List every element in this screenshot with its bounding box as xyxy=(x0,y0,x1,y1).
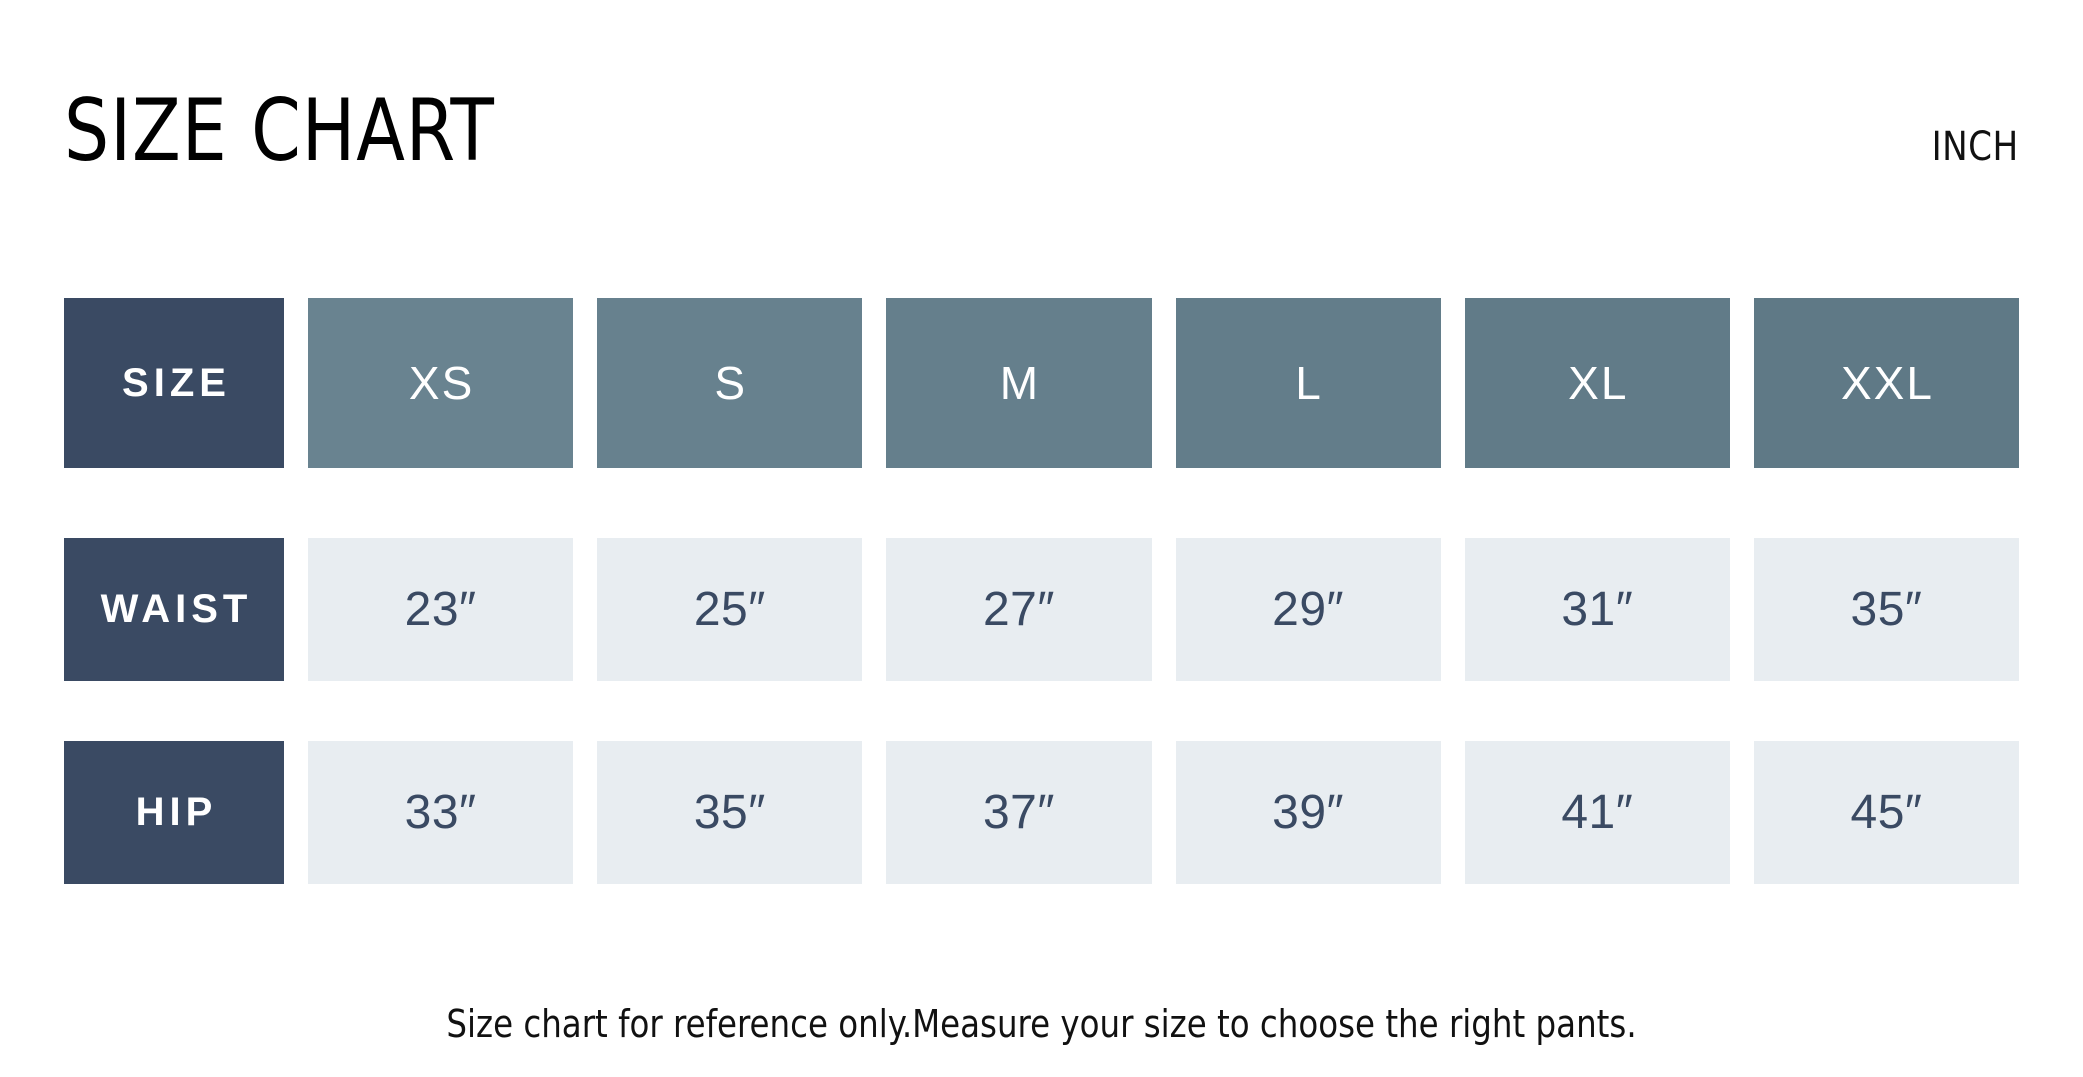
unit-label: INCH xyxy=(1931,124,2019,170)
row-label-waist: WAIST xyxy=(64,538,284,681)
hip-value-xl: 41″ xyxy=(1464,741,1730,884)
hip-value-m: 37″ xyxy=(886,741,1152,884)
row-label-hip: HIP xyxy=(64,741,284,884)
header-corner-label: SIZE xyxy=(64,298,284,468)
hip-value-l: 39″ xyxy=(1175,741,1441,884)
waist-value-s: 25″ xyxy=(597,538,863,681)
hip-value-s: 35″ xyxy=(597,741,863,884)
size-header-s: S xyxy=(597,298,863,468)
page-title: SIZE CHART xyxy=(64,81,495,181)
size-header-xxl: XXL xyxy=(1753,298,2020,468)
chart-header: SIZE CHART INCH xyxy=(64,88,2019,198)
table-header-row: SIZE XS S M L XL XXL xyxy=(64,298,2020,468)
footnote-text: Size chart for reference only.Measure yo… xyxy=(446,1002,1637,1046)
hip-value-xxl: 45″ xyxy=(1753,741,2020,884)
hip-value-xs: 33″ xyxy=(308,741,574,884)
waist-value-xs: 23″ xyxy=(308,538,574,681)
table-row: HIP 33″ 35″ 37″ 39″ 41″ 45″ xyxy=(64,741,2020,884)
size-header-xl: XL xyxy=(1464,298,1730,468)
waist-value-xxl: 35″ xyxy=(1753,538,2020,681)
waist-value-l: 29″ xyxy=(1175,538,1441,681)
size-header-l: L xyxy=(1175,298,1441,468)
size-header-xs: XS xyxy=(308,298,574,468)
size-header-m: M xyxy=(886,298,1152,468)
waist-value-m: 27″ xyxy=(886,538,1152,681)
size-table: SIZE XS S M L XL XXL WAIST 23″ 25″ 27″ 2… xyxy=(64,298,2020,884)
table-row: WAIST 23″ 25″ 27″ 29″ 31″ 35″ xyxy=(64,538,2020,741)
waist-value-xl: 31″ xyxy=(1464,538,1730,681)
